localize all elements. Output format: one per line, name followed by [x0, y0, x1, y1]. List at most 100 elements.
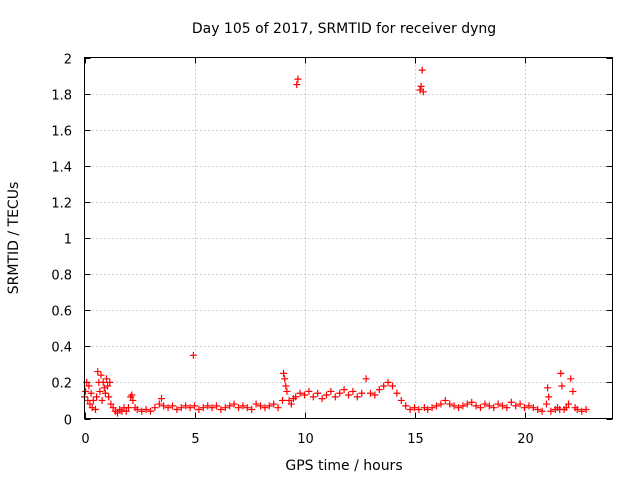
- data-point: [353, 393, 361, 401]
- data-point: [252, 400, 260, 408]
- data-point: [490, 404, 498, 412]
- data-point: [282, 382, 290, 390]
- x-tick-label: 5: [191, 432, 199, 447]
- data-point: [104, 382, 112, 390]
- data-point: [516, 400, 524, 408]
- data-point: [128, 391, 136, 399]
- data-point: [106, 378, 114, 386]
- data-point: [543, 400, 550, 408]
- data-point: [257, 402, 264, 410]
- data-point: [151, 404, 159, 412]
- data-point: [562, 404, 570, 412]
- data-point: [358, 389, 366, 397]
- data-point: [292, 393, 300, 401]
- data-point: [186, 404, 194, 412]
- data-point: [547, 407, 555, 415]
- data-point: [455, 404, 462, 412]
- x-tick-label: 10: [297, 432, 314, 447]
- data-point: [450, 402, 458, 410]
- data-point: [441, 396, 449, 404]
- data-point: [418, 66, 426, 74]
- data-point: [221, 404, 229, 412]
- data-point: [82, 387, 90, 395]
- data-point: [85, 382, 93, 390]
- data-point: [92, 405, 99, 413]
- x-tick-label: 15: [407, 432, 424, 447]
- x-tick-label: 20: [517, 432, 534, 447]
- data-point: [397, 396, 405, 404]
- data-point: [419, 88, 427, 96]
- data-point: [406, 405, 414, 413]
- data-point: [525, 402, 533, 410]
- data-point: [327, 387, 335, 395]
- data-point: [544, 384, 552, 392]
- data-point: [558, 382, 566, 390]
- data-point: [265, 402, 273, 410]
- data-point: [283, 387, 291, 395]
- data-point: [349, 387, 357, 395]
- data-point: [573, 405, 581, 413]
- data-point: [293, 81, 301, 89]
- data-point: [274, 404, 282, 412]
- data-point: [507, 398, 515, 406]
- data-point: [534, 405, 542, 413]
- data-point: [86, 400, 94, 408]
- data-point: [417, 82, 425, 90]
- data-point: [503, 404, 511, 412]
- data-point: [468, 398, 476, 406]
- y-tick-label: 0: [64, 414, 72, 429]
- y-tick-label: 0.4: [51, 341, 72, 356]
- data-point: [208, 404, 216, 412]
- data-point: [481, 400, 489, 408]
- grid: [84, 57, 613, 419]
- data-point: [164, 404, 172, 412]
- data-point: [204, 402, 212, 410]
- data-point: [189, 351, 197, 359]
- data-point: [309, 393, 317, 401]
- data-point: [428, 404, 436, 412]
- data-point: [101, 389, 109, 397]
- data-point: [557, 369, 565, 377]
- data-point: [213, 402, 220, 410]
- data-point: [380, 382, 388, 390]
- data-point: [463, 400, 471, 408]
- chart-title: Day 105 of 2017, SRMTID for receiver dyn…: [192, 21, 496, 37]
- data-point: [107, 400, 115, 408]
- data-point: [485, 402, 493, 410]
- data-point: [420, 404, 428, 412]
- data-point: [199, 404, 207, 412]
- data-point: [87, 389, 95, 397]
- data-point: [248, 405, 256, 413]
- data-point: [103, 375, 110, 383]
- data-point: [160, 402, 168, 410]
- x-tick-label: 0: [81, 432, 89, 447]
- data-point: [323, 391, 330, 399]
- data-point: [415, 405, 423, 413]
- data-point: [424, 405, 432, 413]
- y-tick-label: 0.8: [51, 269, 72, 284]
- data-point: [230, 400, 238, 408]
- data-point: [142, 405, 150, 413]
- y-tick-label: 1.2: [51, 197, 72, 212]
- data-point: [279, 396, 286, 404]
- data-point: [538, 407, 546, 415]
- data-point: [305, 387, 313, 395]
- data-point: [521, 404, 528, 412]
- data-point: [133, 405, 141, 413]
- data-point: [195, 405, 203, 413]
- data-point: [402, 402, 410, 410]
- data-point: [125, 404, 132, 412]
- data-point: [411, 404, 418, 412]
- data-point: [416, 86, 424, 94]
- data-point: [582, 405, 590, 413]
- data-point: [340, 386, 348, 394]
- data-point: [173, 405, 181, 413]
- y-tick-label: 0.6: [51, 305, 72, 320]
- data-point: [281, 375, 289, 383]
- data-point: [114, 409, 121, 417]
- data-point: [578, 407, 586, 415]
- data-point: [318, 395, 326, 403]
- data-point: [158, 395, 165, 403]
- data-point: [529, 404, 537, 412]
